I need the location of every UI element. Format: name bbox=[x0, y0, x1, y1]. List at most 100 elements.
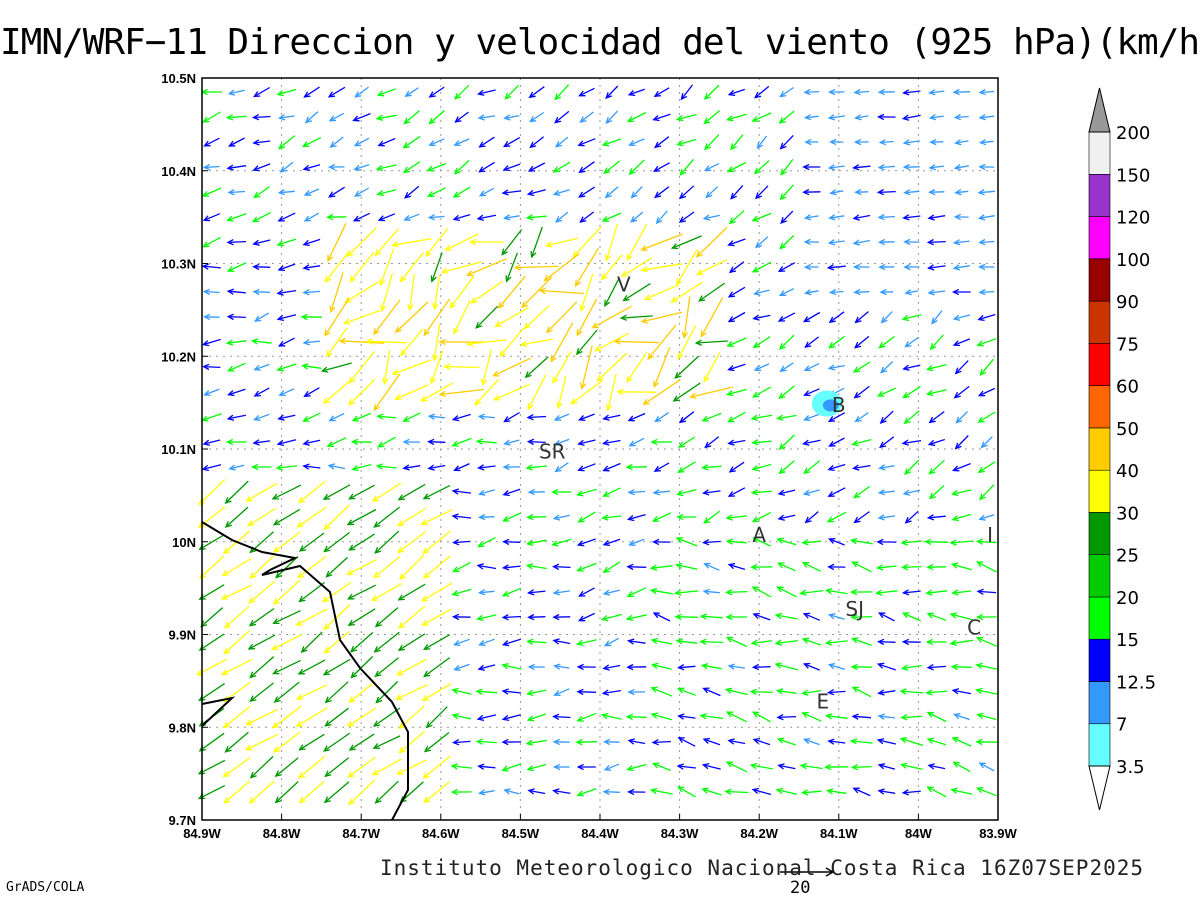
wind-vector-head bbox=[324, 720, 332, 727]
wind-vector bbox=[373, 299, 401, 335]
wind-vector bbox=[479, 516, 495, 518]
wind-vector bbox=[349, 252, 375, 282]
wind-vector-head bbox=[594, 345, 602, 352]
wind-vector-head bbox=[422, 493, 431, 500]
wind-vector-head bbox=[676, 763, 685, 770]
wind-vector-head bbox=[477, 664, 485, 671]
wind-vector bbox=[830, 290, 844, 294]
wind-vector-head bbox=[774, 612, 783, 620]
wind-vector bbox=[605, 223, 619, 261]
wind-vector bbox=[926, 690, 948, 694]
wind-vector bbox=[325, 251, 349, 283]
wind-vector-head bbox=[927, 289, 935, 296]
map-title: IMN/WRF−11 Direccion y velocidad del vie… bbox=[0, 22, 1200, 63]
wind-vector bbox=[348, 608, 376, 626]
wind-vector-head bbox=[803, 214, 812, 221]
color-scale-box bbox=[1088, 216, 1111, 260]
wind-vector bbox=[952, 513, 972, 521]
wind-vector bbox=[804, 663, 820, 671]
wind-vector bbox=[928, 240, 946, 244]
wind-vector-head bbox=[650, 686, 658, 693]
wind-vector-head bbox=[451, 713, 459, 720]
wind-vector-head bbox=[382, 377, 389, 386]
wind-vector-head bbox=[703, 165, 712, 172]
wind-vector-head bbox=[251, 216, 260, 223]
wind-vector-head bbox=[777, 315, 786, 322]
wind-vector-head bbox=[297, 668, 305, 675]
wind-vector-head bbox=[221, 570, 229, 577]
wind-vector-head bbox=[377, 140, 385, 147]
wind-vector bbox=[422, 530, 452, 554]
wind-vector-head bbox=[346, 250, 354, 258]
wind-vector bbox=[272, 484, 302, 500]
wind-vector-head bbox=[501, 688, 509, 695]
wind-vector-head bbox=[902, 214, 910, 221]
wind-vector-head bbox=[878, 138, 887, 146]
wind-vector-head bbox=[953, 391, 961, 399]
wind-vector-head bbox=[438, 390, 447, 398]
wind-vector-head bbox=[951, 288, 960, 296]
wind-vector-head bbox=[702, 214, 711, 221]
wind-vector-head bbox=[651, 762, 660, 769]
wind-vector-head bbox=[420, 595, 429, 602]
wind-vector bbox=[429, 138, 445, 146]
wind-vector bbox=[550, 322, 574, 362]
wind-vector-head bbox=[953, 213, 962, 221]
wind-vector bbox=[829, 614, 845, 620]
wind-vector-head bbox=[730, 143, 737, 151]
wind-vector-head bbox=[352, 115, 360, 122]
wind-vector bbox=[901, 540, 923, 544]
wind-vector bbox=[399, 554, 425, 580]
wind-vector bbox=[374, 228, 400, 256]
wind-vector-head bbox=[776, 537, 784, 544]
wind-vector-head bbox=[328, 115, 337, 122]
wind-vector bbox=[976, 689, 998, 695]
wind-vector bbox=[700, 297, 724, 337]
wind-vector bbox=[429, 86, 445, 98]
wind-vector bbox=[477, 214, 497, 220]
wind-vector-head bbox=[703, 562, 711, 569]
wind-vector-head bbox=[552, 613, 560, 621]
wind-vector bbox=[779, 334, 795, 350]
wind-vector bbox=[252, 211, 272, 223]
wind-vector-head bbox=[452, 539, 460, 546]
wind-vector bbox=[852, 637, 872, 647]
wind-vector-head bbox=[553, 690, 561, 697]
wind-vector-head bbox=[677, 352, 684, 360]
wind-vector-head bbox=[530, 250, 537, 259]
wind-vector-head bbox=[252, 139, 260, 146]
wind-vector bbox=[577, 639, 597, 645]
lat-tick-label: 10.5N bbox=[161, 71, 196, 86]
wind-vector bbox=[704, 163, 720, 171]
wind-vector-head bbox=[577, 439, 585, 446]
wind-vector-head bbox=[753, 167, 761, 175]
wind-vector-head bbox=[323, 646, 331, 654]
color-scale-label: 60 bbox=[1116, 377, 1139, 398]
wind-vector bbox=[878, 215, 896, 219]
wind-vector bbox=[878, 739, 896, 745]
wind-vector-head bbox=[650, 662, 659, 670]
wind-vector-head bbox=[431, 354, 439, 362]
wind-vector-head bbox=[443, 363, 451, 370]
wind-vector-head bbox=[350, 671, 358, 679]
wind-vector bbox=[805, 290, 819, 294]
wind-vector-head bbox=[879, 441, 887, 449]
wind-vector bbox=[349, 484, 375, 500]
wind-vector bbox=[349, 681, 375, 703]
wind-vector bbox=[344, 281, 380, 303]
wind-vector bbox=[296, 707, 328, 727]
wind-vector bbox=[979, 215, 995, 219]
wind-vector bbox=[202, 413, 222, 421]
wind-vector bbox=[631, 186, 643, 198]
wind-vector bbox=[950, 639, 974, 645]
wind-vector-head bbox=[802, 163, 810, 171]
wind-vector-head bbox=[903, 263, 911, 271]
wind-vector bbox=[273, 508, 301, 526]
wind-vector bbox=[803, 460, 821, 474]
wind-vector-head bbox=[801, 637, 810, 644]
wind-vector bbox=[853, 787, 871, 797]
wind-vector bbox=[576, 329, 598, 355]
wind-vector bbox=[627, 614, 647, 620]
wind-vector bbox=[273, 659, 301, 675]
wind-vector bbox=[378, 213, 396, 221]
